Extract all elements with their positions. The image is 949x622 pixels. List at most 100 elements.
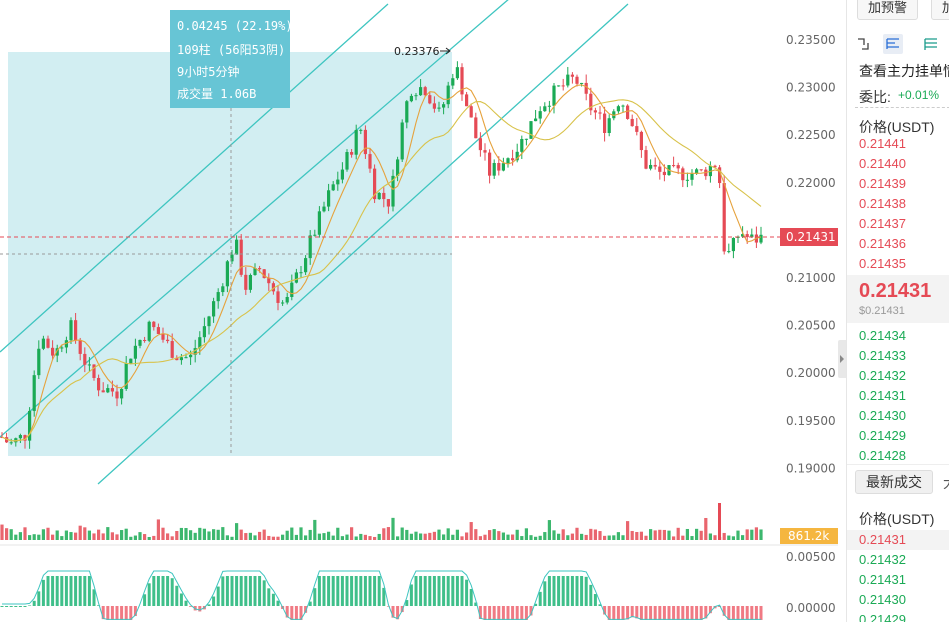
bid-row[interactable]: 0.21430: [859, 408, 906, 423]
macd-bar: [685, 606, 689, 620]
macd-bar: [83, 576, 87, 606]
bid-row[interactable]: 0.21434: [859, 328, 906, 343]
volume-bar: [239, 529, 243, 540]
trade-row[interactable]: 0.21431: [859, 532, 906, 547]
volume-bar: [722, 532, 726, 540]
bid-row[interactable]: 0.21429: [859, 428, 906, 443]
volume-bar: [750, 529, 754, 540]
macd-bar: [290, 606, 294, 620]
macd-bar: [166, 576, 170, 606]
candle-body: [106, 388, 110, 393]
macd-bar: [506, 606, 510, 620]
volume-bar: [60, 536, 64, 540]
add-button[interactable]: 加: [931, 0, 949, 20]
layout-asks-icon[interactable]: [923, 36, 939, 52]
macd-bar: [405, 600, 409, 606]
macd-bar: [616, 606, 620, 620]
ratio-label: 委比:: [859, 89, 891, 105]
candle-body: [437, 107, 441, 109]
volume-bar: [575, 527, 579, 540]
ask-row[interactable]: 0.21436: [859, 236, 906, 251]
collapse-panel-handle[interactable]: [838, 340, 846, 378]
macd-bar: [92, 589, 96, 606]
volume-bar: [649, 529, 653, 540]
volume-bar: [391, 517, 395, 540]
y-tick-label: 0.22000: [786, 176, 836, 190]
layout-both-icon[interactable]: [855, 36, 871, 52]
macd-bar: [612, 606, 616, 620]
candle-body: [32, 375, 36, 411]
volume-bars: [0, 503, 763, 540]
volume-bar: [299, 527, 303, 540]
volume-bar: [23, 527, 27, 540]
volume-bar: [152, 535, 156, 540]
candle-body: [396, 159, 400, 176]
volume-bar: [285, 530, 289, 540]
volume-bar: [708, 533, 712, 540]
macd-bar: [193, 606, 197, 611]
macd-bar: [161, 576, 165, 606]
macd-bar: [18, 606, 22, 607]
tab-large-trades[interactable]: 大: [943, 473, 949, 493]
layout-bids-icon[interactable]: [883, 34, 903, 54]
volume-bar: [55, 530, 59, 540]
ratio-value: +0.01%: [898, 88, 940, 102]
ask-row[interactable]: 0.21441: [859, 136, 906, 151]
trade-row[interactable]: 0.21432: [859, 552, 906, 567]
candle-body: [501, 163, 505, 171]
volume-bar: [630, 530, 634, 540]
candle-body: [331, 184, 335, 191]
candle-body: [124, 363, 128, 389]
volume-bar: [423, 533, 427, 540]
depth-link[interactable]: 查看主力挂单情: [859, 63, 949, 79]
volume-bar: [492, 529, 496, 540]
volume-bar: [644, 535, 648, 540]
macd-bar: [55, 576, 59, 606]
volume-bar: [442, 534, 446, 540]
macd-bar: [644, 606, 648, 620]
bid-row[interactable]: 0.21433: [859, 348, 906, 363]
trade-row[interactable]: 0.21431: [859, 572, 906, 587]
ask-row[interactable]: 0.21437: [859, 216, 906, 231]
candle-body: [497, 162, 501, 171]
candle-body: [561, 85, 565, 87]
macd-bar: [603, 606, 607, 615]
bid-row[interactable]: 0.21432: [859, 368, 906, 383]
macd-bar: [101, 606, 105, 620]
ask-row[interactable]: 0.21438: [859, 196, 906, 211]
volume-bar: [97, 529, 101, 540]
macd-bar: [704, 606, 708, 619]
ask-row[interactable]: 0.21439: [859, 176, 906, 191]
macd-bar: [745, 606, 749, 620]
range-volume: 成交量 1.06B: [177, 87, 257, 101]
volume-bar: [520, 536, 524, 540]
candle-body: [722, 183, 726, 252]
tab-latest-trades[interactable]: 最新成交: [855, 470, 933, 494]
macd-bar: [593, 594, 597, 606]
macd-bar: [179, 593, 183, 606]
candle-body: [281, 302, 285, 304]
bid-row[interactable]: 0.21431: [859, 388, 906, 403]
candle-body: [97, 377, 101, 391]
macd-bar: [736, 606, 740, 620]
add-alert-button[interactable]: 加预警: [857, 0, 919, 20]
macd-bar: [741, 606, 745, 620]
trade-row[interactable]: 0.21429: [859, 612, 906, 622]
trade-row[interactable]: 0.21430: [859, 592, 906, 607]
bid-row[interactable]: 0.21428: [859, 448, 906, 463]
chart-area[interactable]: 0.23500 0.23000 0.22500 0.22000 0.21000 0.205…: [0, 0, 838, 622]
volume-bar: [419, 533, 423, 540]
volume-bar: [598, 531, 602, 540]
candle-body: [446, 85, 450, 105]
macd-bar: [529, 606, 533, 616]
volume-bar: [451, 534, 455, 540]
trades-header: 价格(USDT): [859, 511, 935, 527]
volume-bar: [653, 530, 657, 540]
ask-row[interactable]: 0.21440: [859, 156, 906, 171]
macd-bar: [446, 576, 450, 606]
last-price-usd: $0.21431: [859, 305, 905, 317]
candle-body: [750, 234, 754, 238]
volume-bar: [699, 530, 703, 540]
ask-row[interactable]: 0.21435: [859, 256, 906, 271]
volume-bar: [584, 534, 588, 540]
